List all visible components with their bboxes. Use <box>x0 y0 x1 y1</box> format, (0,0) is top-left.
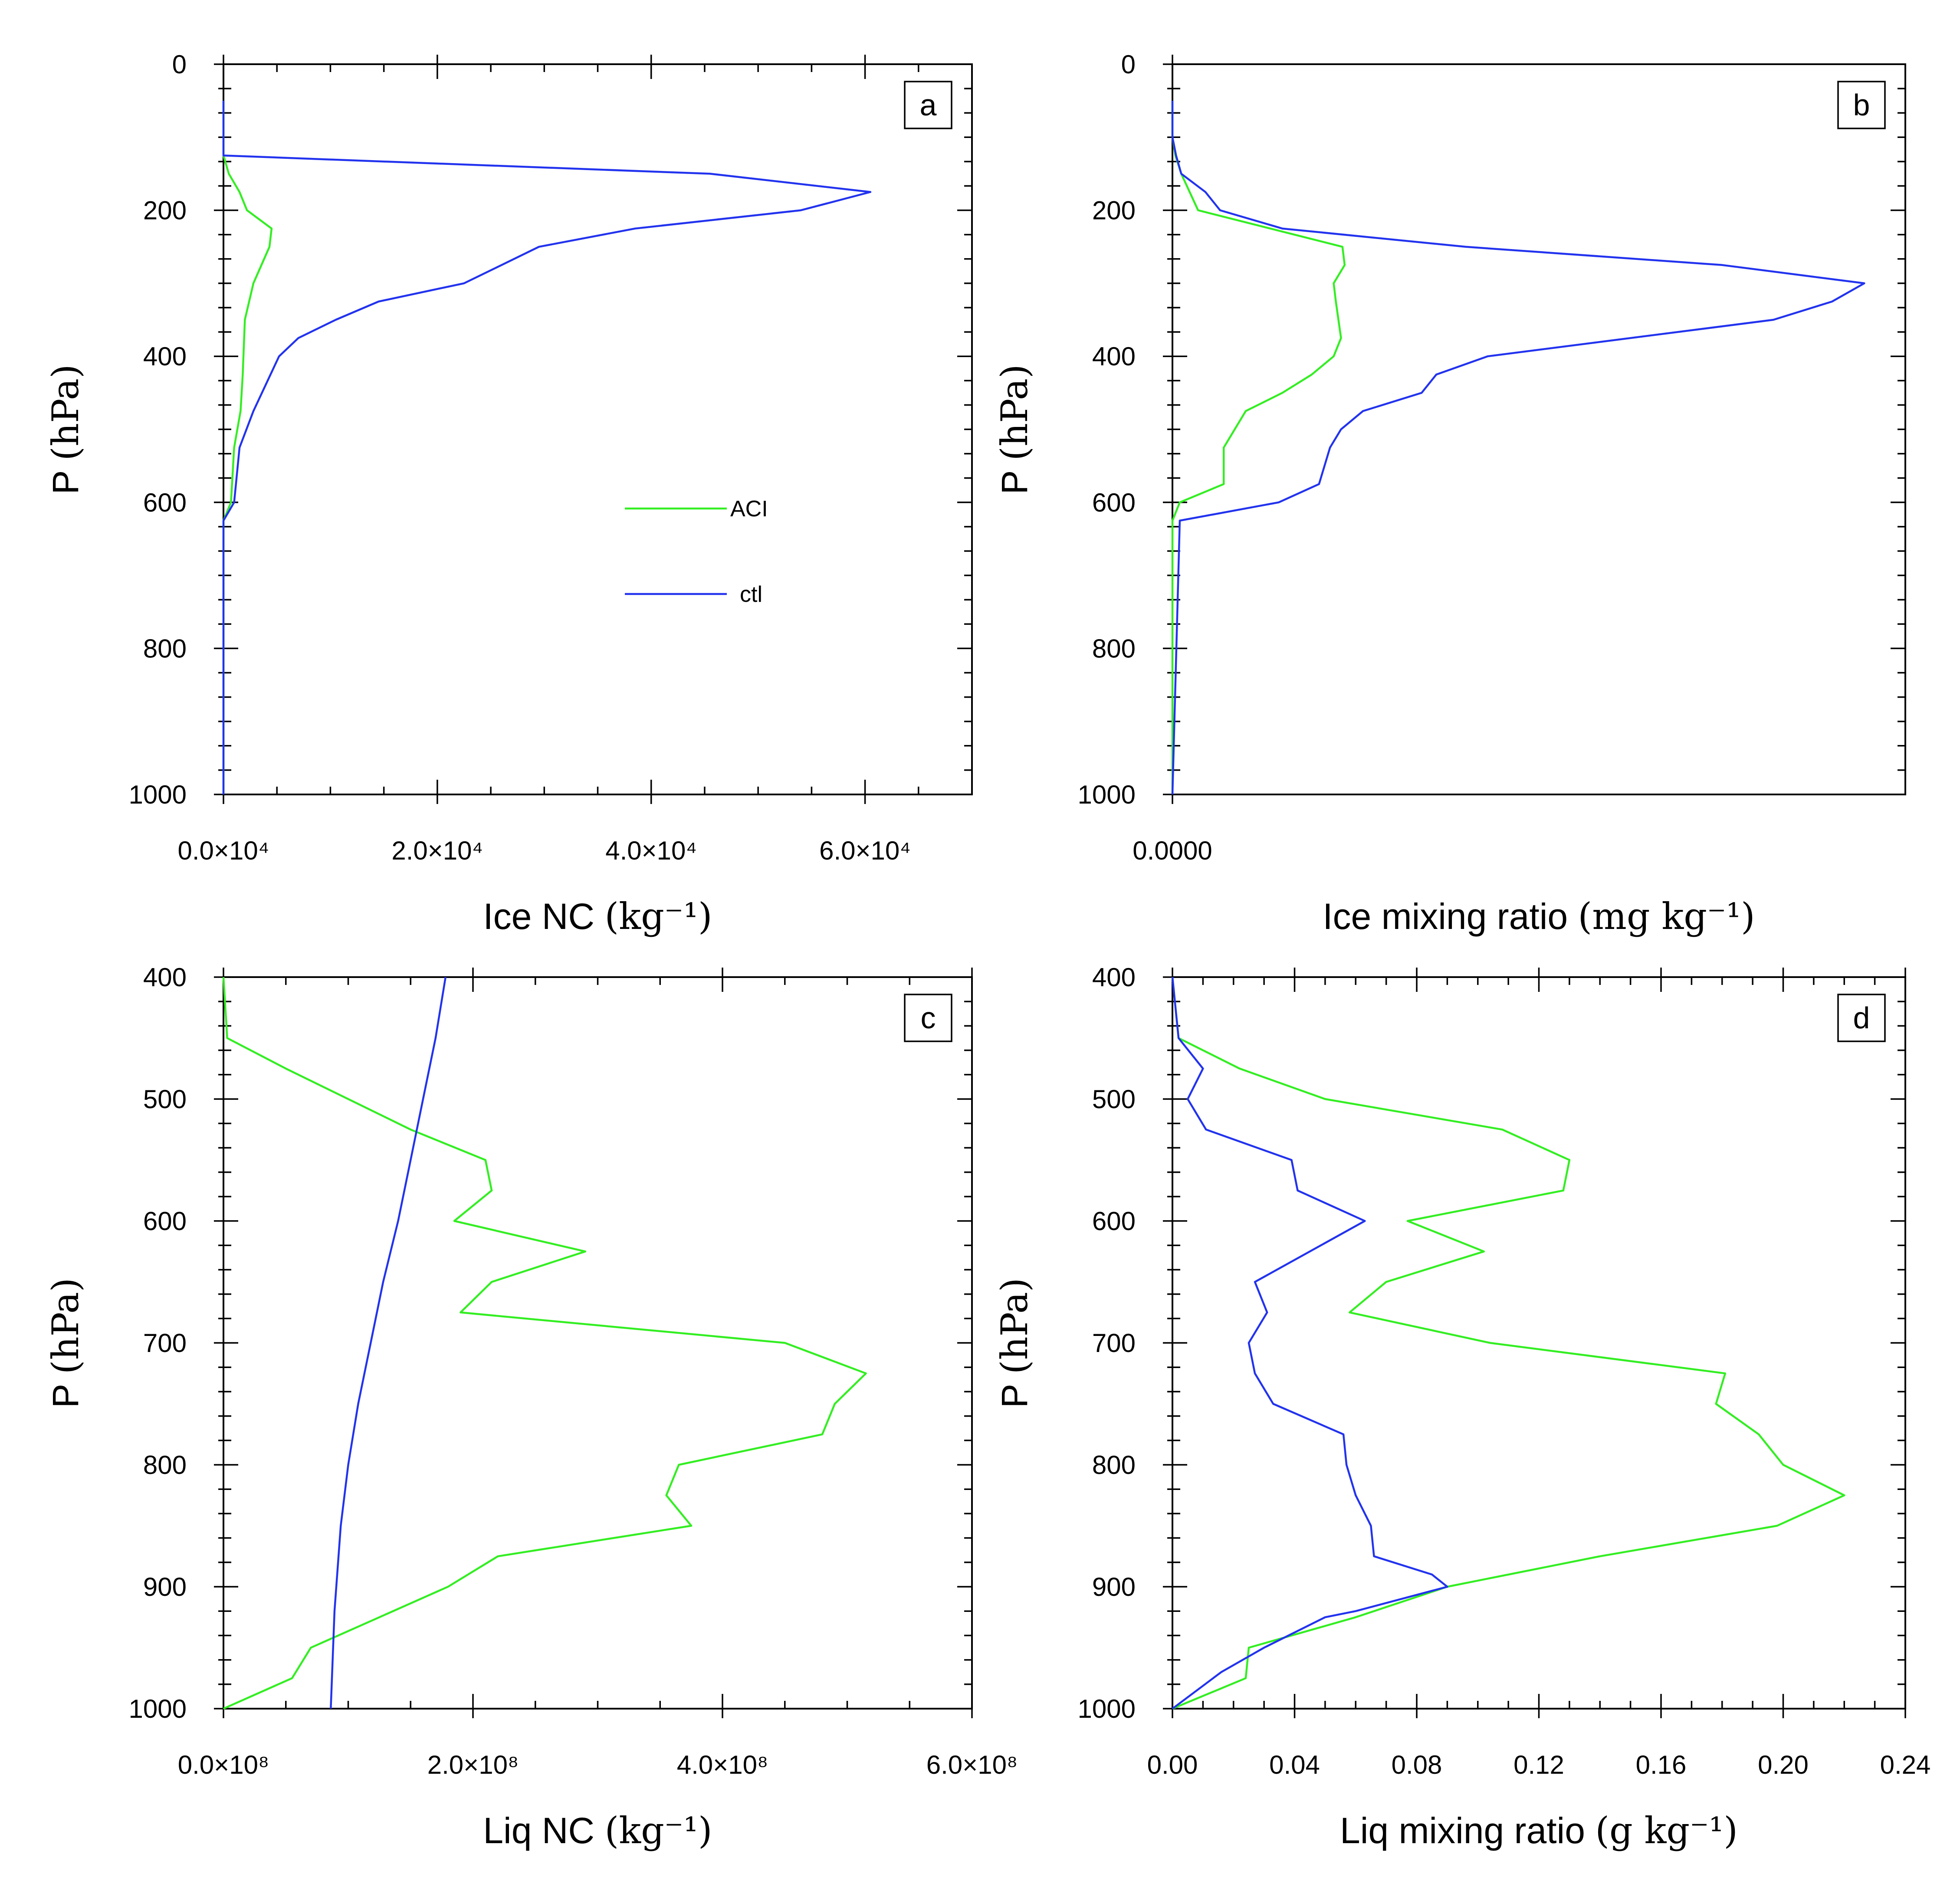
y-axis-unit: (hPa) <box>44 364 87 460</box>
y-axis-unit: (hPa) <box>993 364 1036 460</box>
y-tick-label: 200 <box>1092 196 1136 225</box>
y-tick-label: 400 <box>143 342 187 371</box>
panel-label: c <box>921 1001 936 1035</box>
x-tick-label: 0.04 <box>1269 1750 1320 1779</box>
panel-label-box <box>904 994 952 1042</box>
panel-label-box <box>1837 81 1886 129</box>
series-line-aci <box>1171 101 1346 794</box>
y-tick-label: 800 <box>143 634 187 663</box>
x-tick-label: 2.0×10⁴ <box>391 836 483 865</box>
series-line-aci <box>222 977 867 1710</box>
y-tick-label: 1000 <box>1078 780 1136 809</box>
y-axis-label: P <box>45 461 86 495</box>
series-line-ctl <box>1171 977 1448 1710</box>
panel-label: a <box>920 88 937 122</box>
y-tick-label: 400 <box>1092 963 1136 992</box>
x-tick-label: 0.0000 <box>1133 836 1212 865</box>
x-tick-label: 0.12 <box>1514 1750 1564 1779</box>
y-axis-unit: (hPa) <box>44 1278 87 1374</box>
x-tick-label: 0.00 <box>1147 1750 1198 1779</box>
y-tick-label: 600 <box>143 1207 187 1236</box>
x-axis-label: Ice mixing ratio <box>1323 896 1578 937</box>
x-axis-label: Liq mixing ratio <box>1340 1810 1595 1851</box>
y-tick-label: 800 <box>1092 1450 1136 1480</box>
x-tick-label: 4.0×10⁸ <box>677 1750 768 1779</box>
y-tick-label: 900 <box>143 1572 187 1601</box>
x-tick-label: 0.24 <box>1880 1750 1931 1779</box>
y-tick-label: 1000 <box>1078 1694 1136 1723</box>
y-axis-title: P (hPa) <box>993 364 1036 494</box>
panel-label: d <box>1853 1001 1870 1035</box>
y-tick-label: 200 <box>143 196 187 225</box>
y-tick-label: 700 <box>143 1329 187 1358</box>
y-tick-label: 700 <box>1092 1329 1136 1358</box>
legend-label-aci: ACI <box>730 496 768 522</box>
panel-a: 0 200 400 600 800 1000 0.0×10⁴ 2.0×10⁴ 4.0×10⁴ 6.… <box>44 50 973 938</box>
plot-frame <box>223 63 973 795</box>
x-tick-label: 6.0×10⁸ <box>926 1750 1018 1779</box>
y-tick-label: 600 <box>1092 488 1136 517</box>
y-axis-title: P (hPa) <box>44 364 87 494</box>
y-tick-label: 400 <box>1092 342 1136 371</box>
series-line-ctl <box>222 101 872 794</box>
y-tick-label: 0 <box>1121 50 1136 79</box>
x-axis-title: Liq mixing ratio (g kg⁻¹) <box>1340 1809 1738 1852</box>
x-axis-label: Ice NC <box>483 896 604 937</box>
y-tick-label: 800 <box>143 1450 187 1480</box>
y-axis-label: P <box>994 1374 1035 1408</box>
y-tick-label: 900 <box>1092 1572 1136 1601</box>
panel-c: 400 500 600 700 800 900 1000 0.0×10⁸ 2.0×10⁸ 4.0×… <box>44 963 1018 1852</box>
x-axis-title: Liq NC (kg⁻¹) <box>483 1809 712 1852</box>
plot-frame <box>1172 976 1906 1710</box>
y-tick-label: 500 <box>1092 1085 1136 1114</box>
series-line-ctl <box>1171 101 1865 795</box>
y-tick-label: 1000 <box>129 1694 187 1723</box>
panel-b: 0 200 400 600 800 1000 0.0000 Ice mixing ratio … <box>993 50 1906 938</box>
x-tick-label: 4.0×10⁴ <box>605 836 697 865</box>
y-tick-label: 0 <box>172 50 187 79</box>
x-tick-label: 0.0×10⁸ <box>178 1750 269 1779</box>
x-axis-unit: (kg⁻¹) <box>604 895 712 938</box>
x-axis-unit: (mg kg⁻¹) <box>1578 895 1755 938</box>
x-axis-title: Ice NC (kg⁻¹) <box>483 895 712 938</box>
panel-label-box <box>1837 994 1886 1042</box>
y-tick-label: 1000 <box>129 780 187 809</box>
x-tick-label: 0.20 <box>1758 1750 1809 1779</box>
x-tick-label: 0.08 <box>1392 1750 1442 1779</box>
series-line-aci <box>222 101 273 794</box>
y-axis-label: P <box>994 461 1035 495</box>
y-axis-label: P <box>45 1374 86 1408</box>
x-tick-label: 0.0×10⁴ <box>178 836 269 865</box>
panel-label: b <box>1853 88 1870 122</box>
x-tick-label: 2.0×10⁸ <box>427 1750 519 1779</box>
x-axis-unit: (g kg⁻¹) <box>1595 1809 1738 1852</box>
y-tick-label: 400 <box>143 963 187 992</box>
y-tick-label: 600 <box>143 488 187 517</box>
y-tick-label: 600 <box>1092 1207 1136 1236</box>
legend-label-ctl: ctl <box>740 582 762 607</box>
y-tick-label: 800 <box>1092 634 1136 663</box>
panel-d: 400 500 600 700 800 900 1000 0.00 0.04 0.08 0.12 0.… <box>993 963 1930 1852</box>
x-tick-label: 6.0×10⁴ <box>819 836 911 865</box>
panel-label-box <box>904 81 952 129</box>
y-axis-unit: (hPa) <box>993 1278 1036 1374</box>
y-axis-title: P (hPa) <box>993 1278 1036 1408</box>
x-axis-title: Ice mixing ratio (mg kg⁻¹) <box>1323 895 1755 938</box>
series-line-ctl <box>330 977 447 1709</box>
plot-frame <box>1172 63 1906 795</box>
y-tick-label: 500 <box>143 1085 187 1114</box>
series-line-aci <box>1171 977 1845 1710</box>
x-axis-unit: (kg⁻¹) <box>604 1809 712 1852</box>
x-axis-label: Liq NC <box>483 1810 604 1851</box>
x-tick-label: 0.16 <box>1636 1750 1687 1779</box>
y-axis-title: P (hPa) <box>44 1278 87 1408</box>
